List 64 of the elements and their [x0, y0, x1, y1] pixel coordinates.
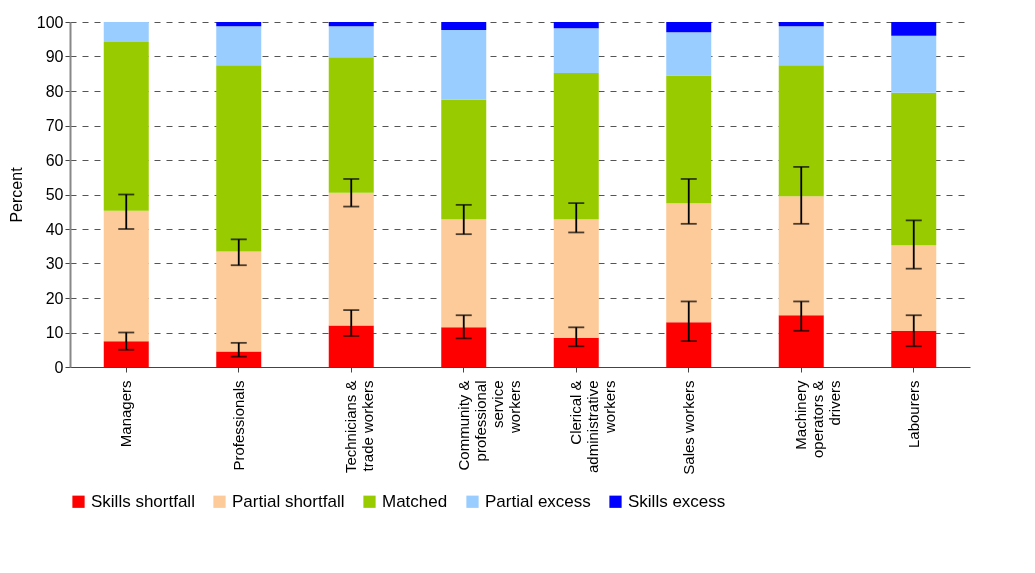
bar [216, 251, 262, 352]
bar [441, 219, 487, 328]
bar [216, 351, 262, 367]
bar [216, 65, 262, 252]
y-axis-title: Percent [7, 166, 25, 223]
y-tick-label: 90 [45, 48, 64, 65]
bar [666, 22, 712, 33]
bar [891, 92, 937, 246]
y-tick-label: 80 [45, 82, 64, 100]
y-tick-label: 0 [54, 358, 64, 376]
bar [891, 35, 937, 93]
x-tick-label: Technicians & trade workers [342, 380, 377, 474]
y-tick-label: 70 [45, 117, 64, 134]
bar [553, 22, 599, 29]
bar [328, 22, 374, 27]
bar [778, 26, 824, 66]
bar [328, 57, 374, 193]
bar [103, 22, 149, 43]
bar [441, 327, 487, 367]
x-tick-label: Labourers [904, 380, 922, 449]
bar [666, 322, 712, 367]
x-tick-label: Clerical & administrative workers [567, 380, 619, 474]
legend-label: Matched [382, 491, 448, 511]
y-tick-label: 40 [45, 220, 64, 238]
x-tick-label: Professionals [229, 380, 247, 471]
legend-label: Skills shortfall [91, 491, 195, 511]
bar [553, 73, 599, 220]
bar [441, 29, 487, 100]
bar [666, 75, 712, 204]
legend-label: Partial shortfall [232, 491, 345, 511]
bar [441, 99, 487, 220]
bar [891, 330, 937, 367]
y-tick-label: 60 [45, 151, 64, 169]
x-tick-label: Sales workers [679, 380, 697, 475]
bar [441, 22, 487, 30]
bar [216, 26, 262, 66]
y-tick-label: 50 [45, 186, 64, 203]
bar [778, 22, 824, 27]
bar [666, 32, 712, 76]
bar [778, 196, 824, 316]
x-tick-label: Managers [117, 380, 135, 448]
y-tick-label: 10 [45, 324, 64, 341]
x-tick-label: Community & professional service workers [454, 380, 523, 471]
bar [103, 42, 149, 211]
bar [216, 22, 262, 27]
bar [103, 210, 149, 342]
bar [891, 22, 937, 36]
bar [778, 315, 824, 367]
bar [778, 65, 824, 197]
legend-label: Skills excess [628, 491, 726, 511]
y-tick-label: 20 [45, 289, 64, 307]
bar [103, 341, 149, 367]
bar [553, 337, 599, 367]
bar [891, 245, 937, 331]
bar [328, 192, 374, 326]
y-tick-label: 100 [36, 13, 64, 31]
bar [666, 203, 712, 323]
bar [553, 28, 599, 74]
bar [328, 26, 374, 58]
bar [328, 325, 374, 367]
x-tick-label: Machinery operators & drivers [792, 380, 844, 459]
y-tick-label: 30 [45, 255, 64, 272]
bar [553, 219, 599, 338]
legend-label: Partial excess [485, 491, 591, 511]
